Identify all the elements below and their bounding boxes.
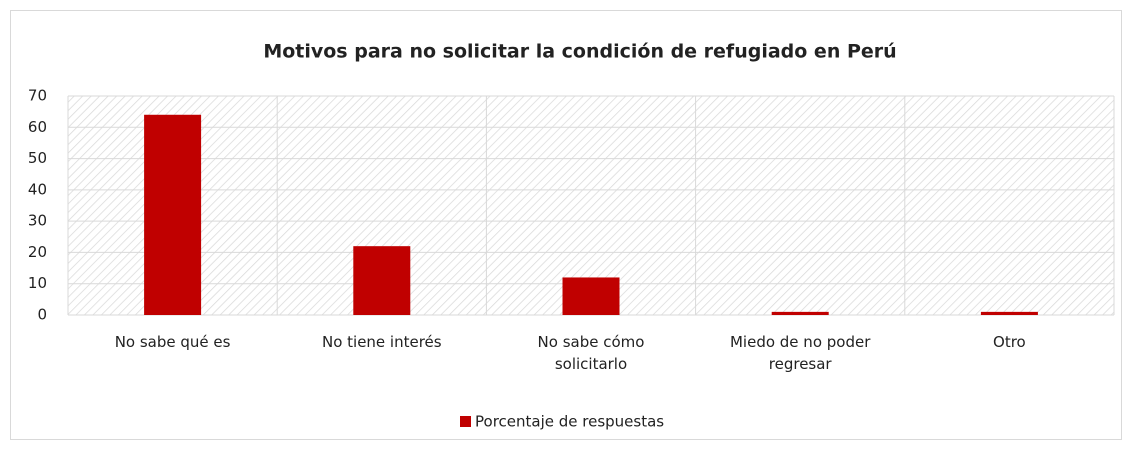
chart-title: Motivos para no solicitar la condición d… xyxy=(263,41,896,63)
bar xyxy=(771,311,829,315)
x-tick-label: No tiene interés xyxy=(321,333,442,351)
y-tick-label: 40 xyxy=(28,180,47,198)
x-tick-label: Miedo de no poder regresar xyxy=(729,333,871,373)
bar xyxy=(562,277,620,315)
bar xyxy=(353,246,411,315)
y-tick-label: 50 xyxy=(28,149,47,167)
bar xyxy=(980,311,1038,315)
x-tick-label: Otro xyxy=(993,333,1026,351)
x-tick-label: No sabe qué es xyxy=(114,333,231,351)
legend-label: Porcentaje de respuestas xyxy=(475,413,664,431)
y-tick-label: 0 xyxy=(37,306,47,324)
legend-swatch xyxy=(460,416,471,427)
y-tick-label: 70 xyxy=(28,87,47,105)
y-tick-label: 30 xyxy=(28,212,47,230)
y-tick-label: 20 xyxy=(28,243,47,261)
x-tick-label: No sabe cómo solicitarlo xyxy=(537,333,645,373)
y-tick-label: 60 xyxy=(28,118,47,136)
bar xyxy=(144,114,202,316)
y-tick-label: 10 xyxy=(28,274,47,292)
